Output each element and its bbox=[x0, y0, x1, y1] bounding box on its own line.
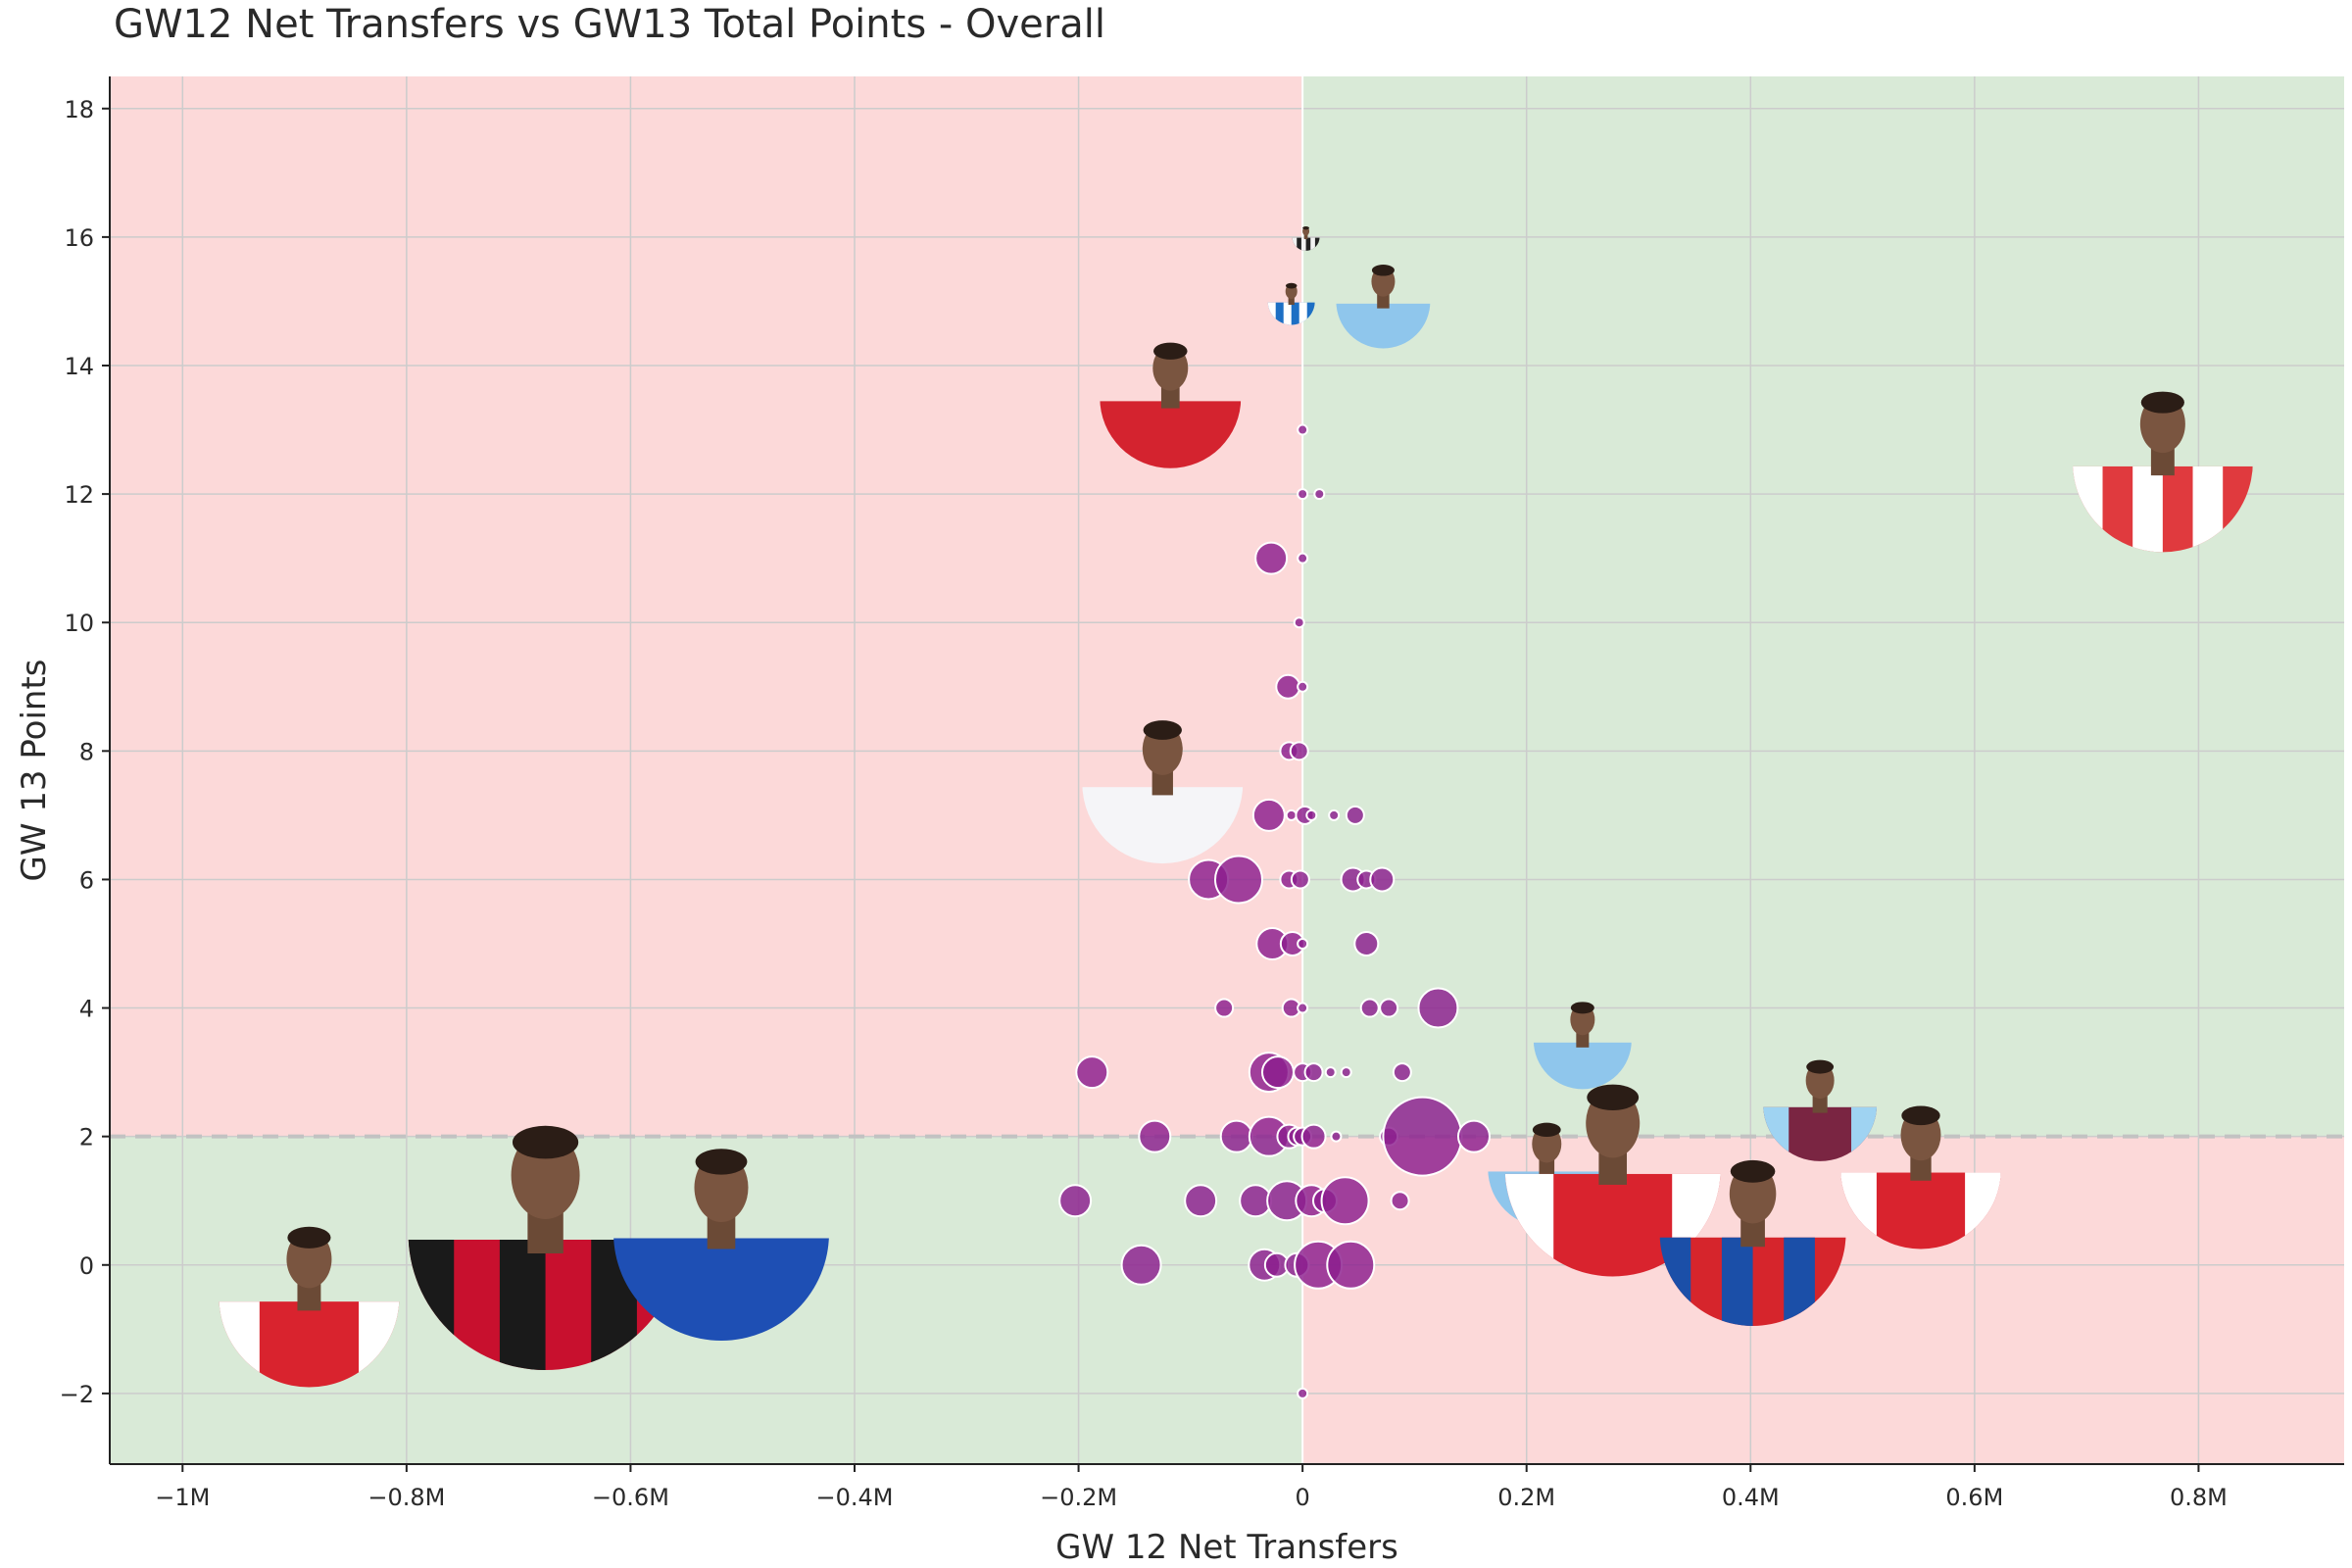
quadrant-top-right bbox=[1302, 76, 2344, 1137]
y-tick-label: 16 bbox=[64, 224, 94, 252]
data-point bbox=[1326, 1240, 1376, 1290]
x-axis-ticks: −1M −0.8M −0.6M −0.4M −0.2M 0 0.2M 0.4M 0.6M 0.8M bbox=[155, 1464, 2228, 1511]
data-point bbox=[1390, 1191, 1410, 1211]
x-tick-label: −0.8M bbox=[368, 1484, 445, 1511]
axes bbox=[109, 76, 2344, 1465]
data-point bbox=[1290, 869, 1310, 890]
data-points bbox=[1058, 423, 1491, 1399]
data-point bbox=[1330, 1130, 1343, 1143]
y-tick-label: 2 bbox=[79, 1124, 94, 1152]
data-point bbox=[1058, 1184, 1093, 1218]
data-point bbox=[1285, 808, 1298, 821]
data-point bbox=[1293, 616, 1305, 629]
data-point bbox=[1261, 1055, 1295, 1090]
data-point bbox=[1184, 1184, 1218, 1218]
y-tick-label: 14 bbox=[64, 353, 94, 380]
data-point bbox=[1353, 931, 1380, 956]
data-point bbox=[1417, 987, 1459, 1029]
data-point bbox=[1457, 1119, 1491, 1153]
data-point bbox=[1254, 541, 1289, 575]
data-point bbox=[1138, 1119, 1172, 1153]
data-point bbox=[1324, 1066, 1337, 1079]
data-point bbox=[1297, 423, 1309, 436]
data-point bbox=[1289, 741, 1309, 761]
data-point bbox=[1313, 488, 1326, 501]
y-tick-label: 12 bbox=[64, 481, 94, 509]
data-point bbox=[1300, 1123, 1327, 1150]
y-tick-label: 4 bbox=[79, 996, 94, 1023]
data-point bbox=[1214, 998, 1235, 1018]
x-tick-label: −1M bbox=[155, 1484, 210, 1511]
x-tick-label: 0.6M bbox=[1945, 1484, 2003, 1511]
y-tick-label: 6 bbox=[79, 866, 94, 894]
y-tick-label: 0 bbox=[79, 1252, 94, 1280]
x-tick-label: 0.4M bbox=[1722, 1484, 1780, 1511]
x-axis-title: GW 12 Net Transfers bbox=[1055, 1528, 1398, 1567]
data-point bbox=[1075, 1055, 1109, 1090]
data-point bbox=[1297, 488, 1309, 501]
y-axis-ticks: −2 0 2 4 6 8 10 12 14 16 18 bbox=[60, 96, 110, 1408]
data-point bbox=[1382, 1096, 1463, 1177]
data-point bbox=[1305, 808, 1318, 821]
quadrant-bottom-right bbox=[1302, 1136, 2344, 1464]
quadrant-top-left bbox=[110, 76, 1303, 1137]
data-point bbox=[1392, 1062, 1412, 1083]
data-point bbox=[1251, 798, 1286, 832]
data-point bbox=[1345, 805, 1365, 825]
x-tick-label: 0 bbox=[1296, 1484, 1310, 1511]
data-point bbox=[1297, 552, 1309, 564]
data-point bbox=[1328, 808, 1341, 821]
data-point bbox=[1369, 866, 1396, 893]
data-point bbox=[1320, 1176, 1370, 1226]
data-point bbox=[1219, 1119, 1253, 1153]
data-point bbox=[1275, 673, 1301, 700]
x-tick-label: 0.2M bbox=[1497, 1484, 1555, 1511]
data-point bbox=[1297, 1002, 1309, 1014]
x-tick-label: −0.4M bbox=[816, 1484, 894, 1511]
quadrant-background bbox=[110, 76, 2344, 1464]
data-point bbox=[1297, 1387, 1309, 1399]
x-tick-label: −0.2M bbox=[1040, 1484, 1117, 1511]
y-tick-label: 18 bbox=[64, 96, 94, 123]
chart-title: GW12 Net Transfers vs GW13 Total Points … bbox=[114, 2, 1105, 47]
data-point bbox=[1379, 998, 1399, 1018]
x-tick-label: 0.8M bbox=[2170, 1484, 2228, 1511]
data-point bbox=[1297, 938, 1309, 950]
y-tick-label: 10 bbox=[64, 610, 94, 637]
y-tick-label: 8 bbox=[79, 738, 94, 765]
y-axis-title: GW 13 Points bbox=[15, 660, 54, 882]
y-tick-label: −2 bbox=[60, 1381, 94, 1408]
newcastle-striped-player-icon bbox=[1292, 225, 1320, 251]
brighton-player-icon bbox=[1267, 282, 1315, 325]
data-point bbox=[1214, 855, 1263, 905]
data-point bbox=[1297, 680, 1309, 693]
data-point bbox=[1120, 1244, 1162, 1286]
data-point bbox=[1359, 998, 1380, 1018]
x-tick-label: −0.6M bbox=[592, 1484, 669, 1511]
data-point bbox=[1340, 1066, 1352, 1079]
aston-villa-player-icon bbox=[1763, 1059, 1878, 1161]
data-point bbox=[1303, 1062, 1324, 1083]
